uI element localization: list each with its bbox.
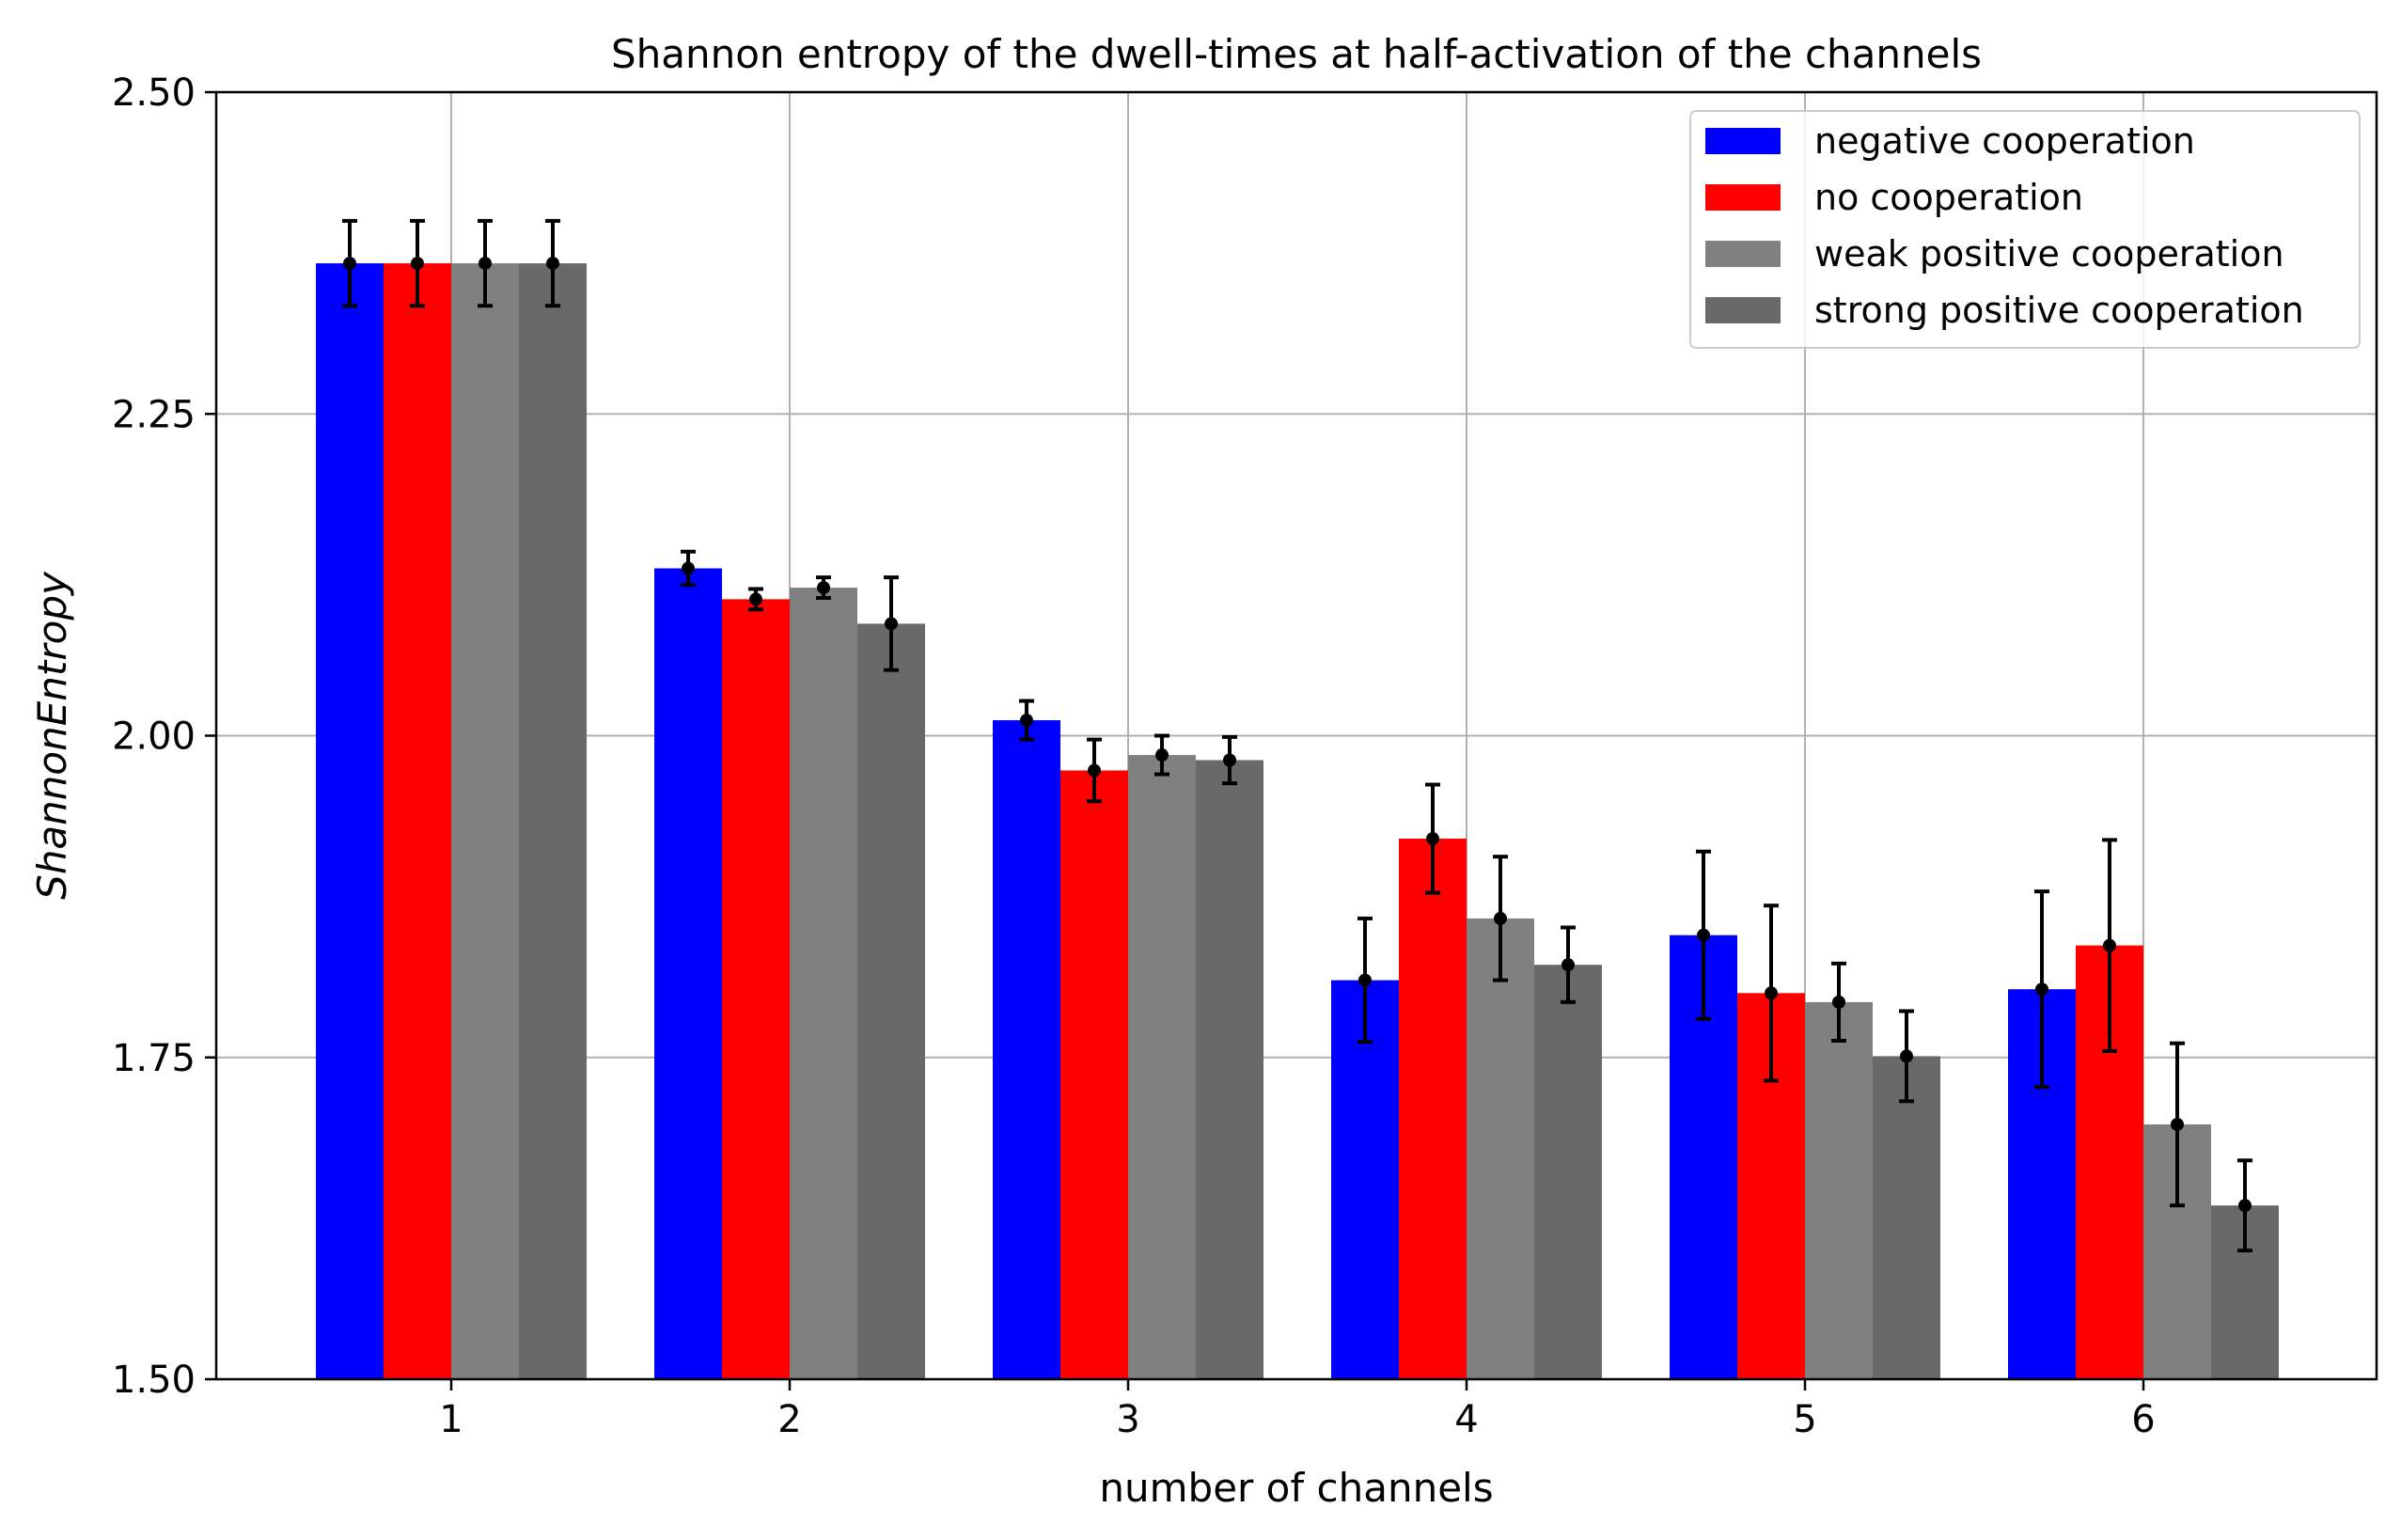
x-axis-label: number of channels	[1099, 1465, 1493, 1511]
y-tick-label: 2.00	[112, 715, 196, 759]
x-tick-label: 2	[777, 1398, 801, 1441]
legend-swatch	[1705, 297, 1781, 323]
bars	[316, 263, 2279, 1379]
bar	[1331, 980, 1399, 1379]
y-tick-label: 2.25	[112, 393, 196, 436]
bar	[1873, 1056, 1940, 1379]
bar	[857, 623, 925, 1379]
bar	[1128, 755, 1196, 1379]
mean-marker	[479, 257, 492, 271]
bar	[384, 263, 451, 1379]
legend: negative cooperation no cooperation weak p…	[1689, 110, 2361, 349]
y-axis-label: ShannonEntropy	[29, 571, 75, 900]
chart-title: Shannon entropy of the dwell-times at ha…	[611, 31, 1982, 77]
x-tick-label: 3	[1116, 1398, 1139, 1441]
mean-marker	[1832, 995, 1845, 1009]
bar	[316, 263, 384, 1379]
mean-marker	[749, 592, 762, 606]
legend-label: no cooperation	[1814, 177, 2083, 218]
mean-marker	[1561, 958, 1575, 972]
legend-swatch	[1705, 128, 1781, 154]
y-tick-label: 2.50	[112, 71, 196, 115]
bar	[519, 263, 587, 1379]
mean-marker	[1765, 986, 1778, 1000]
bar	[1196, 760, 1263, 1379]
legend-label: strong positive cooperation	[1814, 290, 2304, 331]
mean-marker	[1494, 911, 1507, 925]
mean-marker	[682, 561, 695, 575]
mean-marker	[1358, 973, 1372, 987]
error-bars	[342, 218, 2252, 1253]
mean-marker	[1900, 1049, 1913, 1063]
bar	[790, 588, 857, 1379]
mean-marker	[546, 257, 559, 271]
bar	[1467, 918, 1534, 1379]
y-tick-label: 1.75	[112, 1037, 196, 1080]
y-tick-label: 1.50	[112, 1359, 196, 1402]
bar	[1534, 965, 1602, 1379]
mean-marker	[1020, 714, 1033, 728]
bar	[1399, 839, 1467, 1379]
legend-box	[1689, 110, 2361, 349]
mean-marker	[1426, 832, 1439, 846]
mean-marker	[2103, 938, 2116, 952]
mean-marker	[2238, 1199, 2252, 1213]
mean-marker	[1088, 763, 1101, 778]
x-tick-label: 5	[1793, 1398, 1816, 1441]
bar	[654, 568, 722, 1379]
bar	[1060, 770, 1128, 1379]
mean-marker	[343, 257, 356, 271]
mean-marker	[885, 617, 898, 631]
bar	[722, 599, 790, 1379]
x-tick-label: 4	[1454, 1398, 1478, 1441]
legend-label: negative cooperation	[1814, 120, 2195, 162]
mean-marker	[2035, 982, 2048, 997]
mean-marker	[411, 257, 424, 271]
x-tick-label: 6	[2131, 1398, 2155, 1441]
legend-label: weak positive cooperation	[1814, 233, 2284, 275]
mean-marker	[1223, 753, 1236, 767]
legend-swatch	[1705, 184, 1781, 211]
bar	[1805, 1001, 1873, 1379]
mean-marker	[817, 581, 830, 595]
axis-ticks: 1.50 1.75 2.00 2.25 2.50 1 2 3 4 5 6	[112, 71, 2156, 1441]
mean-marker	[1697, 928, 1710, 942]
bar	[993, 720, 1060, 1379]
mean-marker	[2171, 1117, 2184, 1131]
legend-swatch	[1705, 241, 1781, 267]
mean-marker	[1155, 748, 1169, 762]
x-tick-label: 1	[439, 1398, 463, 1441]
bar	[451, 263, 519, 1379]
